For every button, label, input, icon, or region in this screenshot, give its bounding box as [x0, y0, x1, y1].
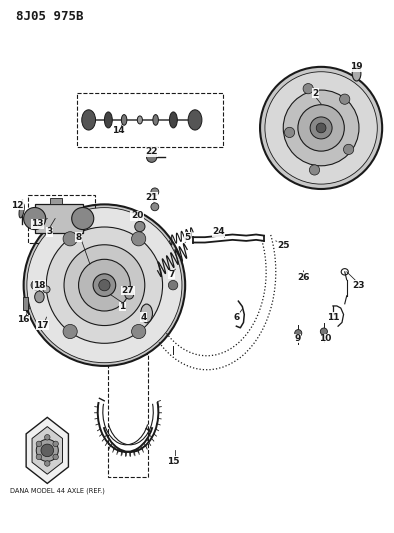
Circle shape [320, 328, 327, 335]
Text: 8J05 975B: 8J05 975B [16, 10, 83, 22]
Circle shape [46, 227, 163, 343]
Circle shape [260, 67, 382, 189]
Text: 11: 11 [327, 313, 339, 321]
Circle shape [45, 461, 50, 466]
Text: 26: 26 [297, 273, 310, 281]
Text: 19: 19 [350, 62, 363, 71]
Text: 25: 25 [277, 241, 290, 249]
Circle shape [36, 441, 42, 447]
Text: 20: 20 [131, 212, 143, 220]
Bar [28, 195, 95, 243]
Text: 12: 12 [11, 201, 24, 209]
Polygon shape [32, 426, 63, 474]
Text: 24: 24 [212, 228, 225, 236]
Bar [77, 93, 223, 147]
Circle shape [298, 104, 344, 151]
Circle shape [41, 444, 54, 457]
Text: 21: 21 [145, 193, 158, 201]
Circle shape [63, 325, 77, 338]
Circle shape [151, 188, 159, 196]
Text: 2: 2 [312, 89, 318, 98]
Text: 6: 6 [233, 313, 240, 321]
Ellipse shape [121, 115, 127, 125]
Circle shape [265, 72, 377, 184]
Text: 16: 16 [17, 316, 29, 324]
Circle shape [63, 232, 77, 246]
Text: DANA MODEL 44 AXLE (REF.): DANA MODEL 44 AXLE (REF.) [10, 488, 105, 494]
Circle shape [24, 204, 185, 366]
Ellipse shape [104, 112, 112, 128]
Text: 14: 14 [112, 126, 125, 135]
Circle shape [99, 279, 110, 291]
Circle shape [303, 84, 313, 94]
Circle shape [310, 117, 332, 139]
Ellipse shape [153, 115, 158, 125]
Text: 1: 1 [119, 302, 125, 311]
Text: 10: 10 [319, 334, 331, 343]
Ellipse shape [352, 66, 361, 81]
Circle shape [45, 434, 50, 440]
Circle shape [151, 203, 159, 211]
Circle shape [78, 260, 130, 311]
Text: 23: 23 [352, 281, 365, 289]
Text: 5: 5 [184, 233, 190, 241]
Circle shape [53, 454, 58, 459]
Circle shape [295, 329, 302, 337]
Text: 13: 13 [31, 220, 44, 228]
Circle shape [64, 245, 145, 326]
Ellipse shape [19, 203, 24, 218]
Bar [23, 297, 28, 310]
Circle shape [27, 208, 182, 362]
Text: 18: 18 [33, 281, 46, 289]
Ellipse shape [137, 116, 142, 124]
Bar [35, 204, 83, 233]
Circle shape [93, 274, 116, 296]
Circle shape [135, 221, 145, 232]
Circle shape [283, 90, 359, 166]
Circle shape [284, 127, 295, 138]
Circle shape [36, 454, 42, 459]
Text: 8: 8 [76, 233, 82, 241]
Text: 9: 9 [294, 334, 301, 343]
Polygon shape [26, 417, 69, 483]
Text: 17: 17 [36, 321, 49, 329]
Circle shape [147, 152, 157, 163]
Circle shape [344, 144, 354, 155]
Circle shape [132, 325, 146, 338]
Circle shape [36, 439, 58, 462]
Circle shape [31, 280, 41, 290]
Circle shape [132, 232, 146, 246]
Circle shape [125, 290, 134, 299]
Ellipse shape [141, 304, 152, 322]
Text: 22: 22 [145, 148, 158, 156]
Text: 7: 7 [168, 270, 175, 279]
Text: 27: 27 [122, 286, 134, 295]
Bar [108, 354, 148, 477]
Ellipse shape [188, 110, 202, 130]
Ellipse shape [82, 110, 95, 130]
Ellipse shape [35, 291, 44, 303]
Circle shape [72, 207, 94, 230]
Circle shape [24, 207, 46, 230]
Circle shape [316, 123, 326, 133]
Circle shape [53, 441, 58, 447]
Text: 4: 4 [141, 313, 147, 321]
Circle shape [340, 94, 350, 104]
Text: 3: 3 [46, 228, 52, 236]
Text: 15: 15 [167, 457, 180, 465]
Circle shape [309, 165, 320, 175]
Ellipse shape [43, 286, 50, 293]
Ellipse shape [169, 112, 177, 128]
Circle shape [168, 280, 178, 290]
Bar [50, 198, 62, 204]
